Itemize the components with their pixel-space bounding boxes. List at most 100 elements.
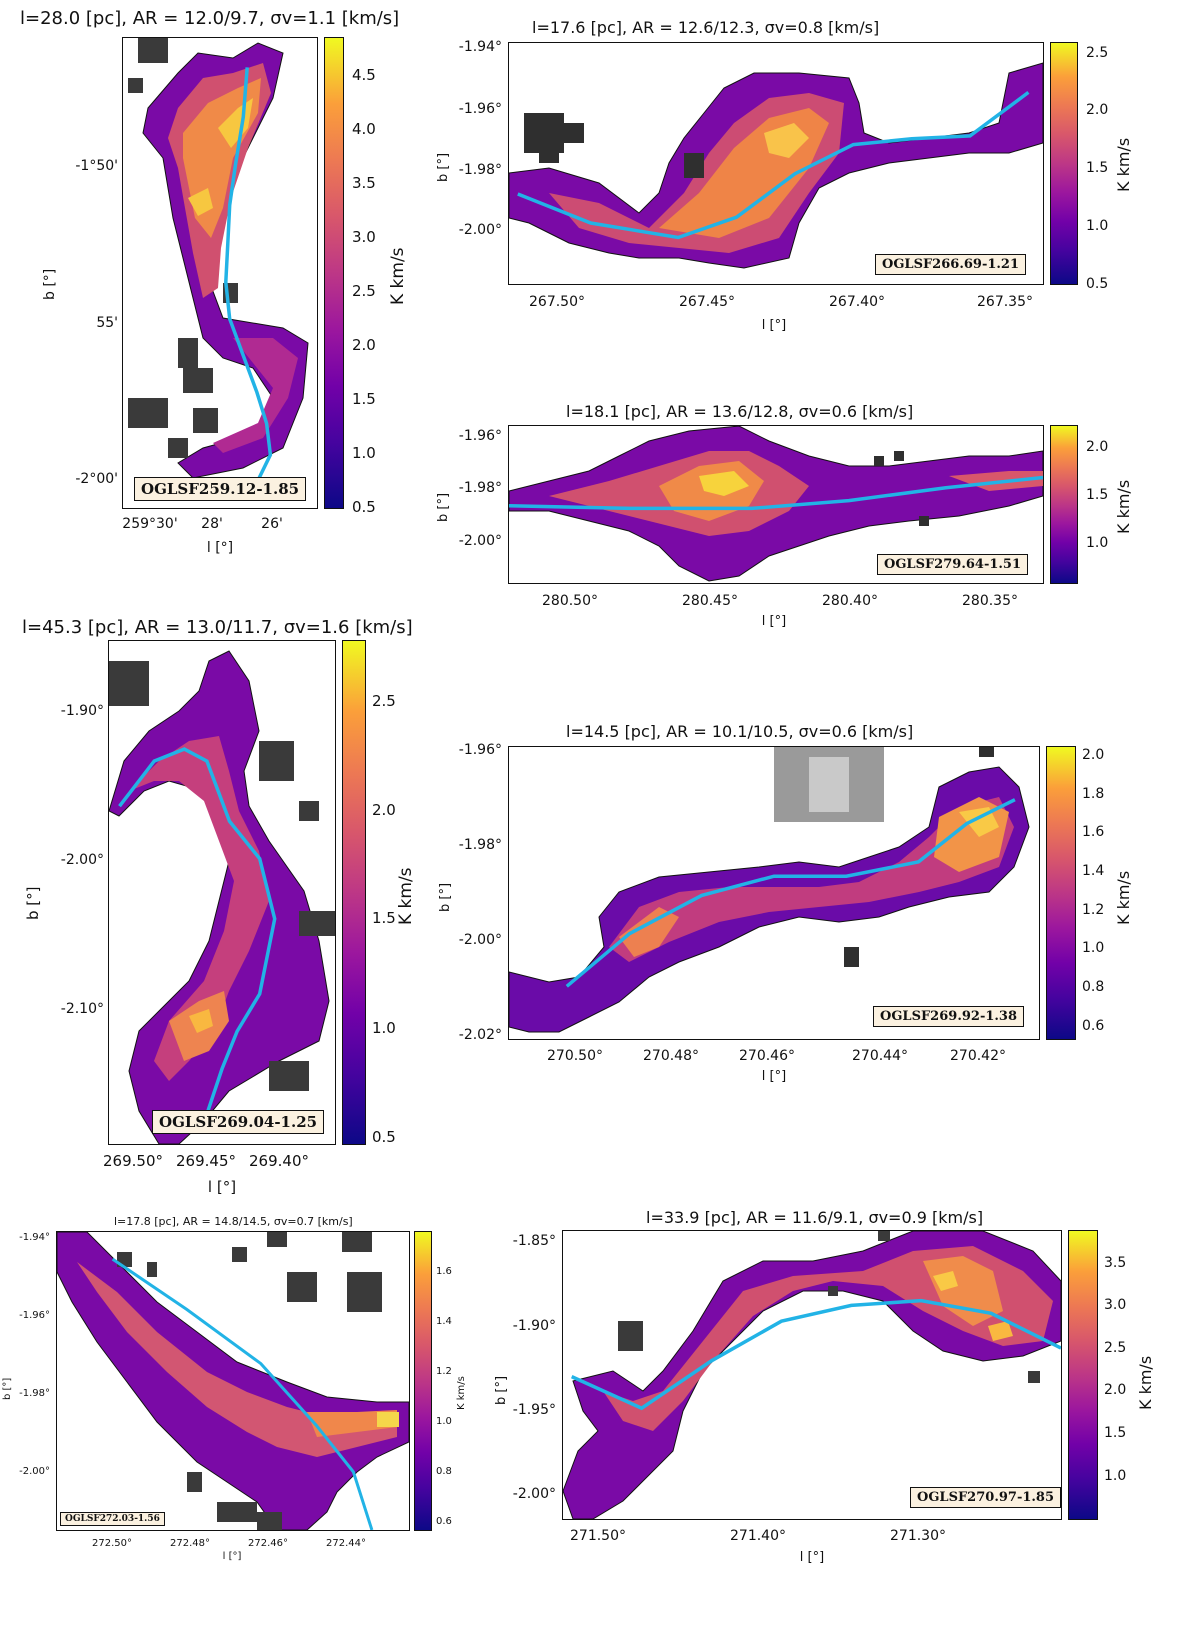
x-axis-label: l [°] — [222, 1551, 242, 1562]
y-tick-label: -2.00° — [512, 1486, 556, 1502]
colorbar-tick: 2.5 — [372, 692, 396, 710]
gray-masked-regions — [524, 113, 704, 178]
plot-area — [122, 37, 318, 509]
colorbar-label: K km/s — [1114, 479, 1133, 534]
x-axis-label: l [°] — [206, 540, 234, 556]
colorbar-tick: 4.0 — [352, 120, 376, 138]
y-tick-label: -2.00° — [458, 533, 502, 549]
colorbar — [414, 1231, 432, 1531]
x-tick-label: 272.44° — [326, 1538, 366, 1549]
filament-spine-line — [224, 67, 273, 492]
y-tick-label: -1.98° — [458, 480, 502, 496]
y-tick-label: -1.95° — [512, 1402, 556, 1418]
x-tick-label: 267.35° — [977, 294, 1033, 310]
colorbar-tick: 1.6 — [1082, 824, 1105, 840]
chart-title: l=14.5 [pc], AR = 10.1/10.5, σv=0.6 [km/… — [566, 722, 914, 741]
heatmap — [128, 38, 309, 492]
y-axis-label: b [°] — [24, 886, 42, 921]
y-axis-label: b [°] — [494, 1375, 509, 1405]
colorbar-tick: 3.0 — [1104, 1297, 1127, 1313]
y-tick-label: -2.10° — [60, 1001, 104, 1017]
chart-title: l=28.0 [pc], AR = 12.0/9.7, σv=1.1 [km/s… — [20, 8, 400, 29]
x-tick-label: 280.45° — [682, 593, 738, 609]
y-tick-label: -2.00° — [458, 222, 502, 238]
colorbar-tick: 1.5 — [1086, 487, 1109, 503]
x-tick-label: 280.40° — [822, 593, 878, 609]
heatmap — [563, 1231, 1061, 1519]
x-axis-label: l [°] — [761, 1069, 787, 1084]
filament-id-label: OGLSF259.12-1.85 — [134, 477, 307, 501]
colorbar-tick: 3.5 — [352, 174, 376, 192]
x-tick-label: 269.50° — [103, 1152, 163, 1170]
x-tick-label: 271.40° — [730, 1528, 786, 1544]
colorbar-tick: 0.5 — [1086, 276, 1109, 292]
y-tick-label: -1.98° — [19, 1388, 50, 1399]
y-tick-label: -1.96° — [458, 428, 502, 444]
x-tick-label: 271.50° — [570, 1528, 626, 1544]
y-tick-label: -1.98° — [458, 162, 502, 178]
y-tick-label: -1.96° — [19, 1310, 50, 1321]
chart-title: l=17.6 [pc], AR = 12.6/12.3, σv=0.8 [km/… — [532, 18, 880, 37]
x-tick-label: 267.45° — [679, 294, 735, 310]
colorbar-tick: 3.0 — [352, 228, 376, 246]
y-tick-label: -1.90° — [60, 703, 104, 719]
filament-emission — [563, 1231, 1061, 1519]
colorbar-tick: 2.0 — [1082, 747, 1105, 763]
y-axis-label: b [°] — [438, 882, 453, 912]
colorbar-tick: 2.0 — [352, 336, 376, 354]
gray-masked-regions — [109, 661, 335, 1131]
plot-area — [108, 640, 336, 1145]
y-tick-label: -2.00° — [60, 852, 104, 868]
filament-id-label: OGLSF270.97-1.85 — [910, 1487, 1061, 1508]
gray-masked-regions — [774, 747, 994, 967]
colorbar-tick: 2.0 — [1086, 102, 1109, 118]
filament-emission — [109, 650, 330, 1144]
colorbar-tick: 0.6 — [1082, 1018, 1105, 1034]
y-tick-label: -1.98° — [458, 837, 502, 853]
gray-masked-regions — [117, 1232, 382, 1530]
colorbar-tick: 0.8 — [436, 1466, 452, 1477]
colorbar — [1050, 425, 1078, 584]
x-tick-label: 270.42° — [950, 1048, 1006, 1064]
colorbar-tick: 2.5 — [352, 282, 376, 300]
y-tick-label: -2°00' — [75, 471, 118, 487]
plot-area — [56, 1231, 410, 1531]
heatmap — [109, 650, 335, 1144]
filament-spine-line — [517, 90, 1030, 240]
colorbar-tick: 0.5 — [372, 1128, 396, 1146]
filament-spine-line — [111, 1257, 374, 1530]
colorbar-label: K km/s — [1136, 1355, 1155, 1410]
filament-spine-line — [565, 798, 1016, 988]
y-axis-label: b [°] — [436, 492, 451, 522]
colorbar-tick: 1.4 — [436, 1316, 452, 1327]
y-tick-label: -2.00° — [19, 1466, 50, 1477]
colorbar-label: K km/s — [1114, 870, 1133, 925]
y-tick-label: -1.85° — [512, 1233, 556, 1249]
x-tick-label: 270.44° — [852, 1048, 908, 1064]
gray-masked-regions — [618, 1231, 1040, 1383]
x-tick-label: 267.50° — [529, 294, 585, 310]
colorbar — [342, 640, 366, 1145]
colorbar-tick: 3.5 — [1104, 1255, 1127, 1271]
colorbar-tick: 2.0 — [1104, 1382, 1127, 1398]
colorbar-tick: 1.0 — [1082, 940, 1105, 956]
x-tick-label: 272.46° — [248, 1538, 288, 1549]
colorbar — [1050, 42, 1078, 285]
heatmap — [509, 62, 1043, 269]
colorbar-tick: 0.6 — [436, 1516, 452, 1527]
colorbar-tick: 1.2 — [436, 1366, 452, 1377]
y-tick-label: -2.02° — [458, 1027, 502, 1043]
x-axis-label: l [°] — [761, 614, 787, 629]
filament-id-label: OGLSF279.64-1.51 — [877, 554, 1028, 575]
filament-spine-line — [118, 747, 277, 1115]
colorbar-label: K km/s — [388, 247, 408, 305]
chart-title: l=18.1 [pc], AR = 13.6/12.8, σv=0.6 [km/… — [566, 402, 914, 421]
colorbar-tick: 1.2 — [1082, 902, 1105, 918]
x-axis-label: l [°] — [207, 1178, 237, 1196]
colorbar-tick: 0.8 — [1082, 979, 1105, 995]
plot-area — [508, 42, 1044, 285]
x-tick-label: 271.30° — [890, 1528, 946, 1544]
colorbar-tick: 4.5 — [352, 66, 376, 84]
x-tick-label: 272.48° — [170, 1538, 210, 1549]
x-tick-label: 270.46° — [739, 1048, 795, 1064]
